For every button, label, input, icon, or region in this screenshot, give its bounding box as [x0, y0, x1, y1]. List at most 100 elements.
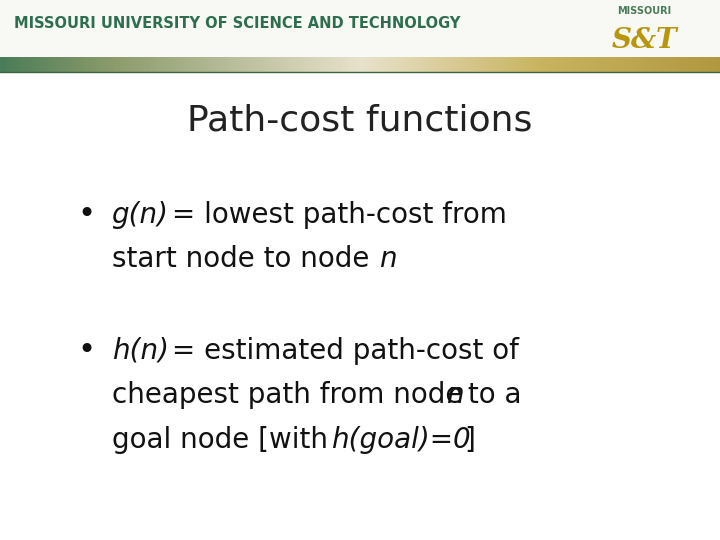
- Bar: [166, 57, 169, 72]
- Bar: [276, 57, 280, 72]
- Bar: [463, 57, 467, 72]
- Bar: [178, 57, 181, 72]
- Bar: [706, 57, 709, 72]
- Bar: [31, 57, 35, 72]
- Bar: [362, 57, 366, 72]
- Bar: [655, 57, 659, 72]
- Bar: [293, 57, 297, 72]
- Bar: [29, 57, 32, 72]
- Bar: [639, 57, 642, 72]
- Text: •: •: [77, 200, 96, 230]
- Bar: [384, 57, 388, 72]
- Bar: [581, 57, 585, 72]
- Bar: [657, 57, 662, 72]
- Bar: [0, 0, 720, 57]
- Bar: [574, 57, 577, 72]
- Bar: [230, 57, 234, 72]
- Bar: [624, 57, 628, 72]
- Bar: [552, 57, 556, 72]
- Bar: [415, 57, 419, 72]
- Bar: [396, 57, 400, 72]
- Bar: [322, 57, 325, 72]
- Bar: [274, 57, 277, 72]
- Bar: [477, 57, 482, 72]
- Bar: [240, 57, 244, 72]
- Bar: [290, 57, 294, 72]
- Bar: [603, 57, 606, 72]
- Bar: [509, 57, 513, 72]
- Bar: [202, 57, 205, 72]
- Text: = estimated path-cost of: = estimated path-cost of: [163, 337, 519, 365]
- Bar: [686, 57, 690, 72]
- Bar: [247, 57, 251, 72]
- Bar: [245, 57, 248, 72]
- Text: •: •: [77, 336, 96, 366]
- Bar: [590, 57, 594, 72]
- Bar: [72, 57, 76, 72]
- Bar: [70, 57, 73, 72]
- Bar: [614, 57, 618, 72]
- Bar: [209, 57, 212, 72]
- Bar: [214, 57, 217, 72]
- Bar: [629, 57, 633, 72]
- Bar: [279, 57, 282, 72]
- Bar: [142, 57, 145, 72]
- Text: Path-cost functions: Path-cost functions: [187, 104, 533, 137]
- Bar: [545, 57, 549, 72]
- Bar: [389, 57, 392, 72]
- Bar: [153, 57, 158, 72]
- Bar: [113, 57, 117, 72]
- Bar: [146, 57, 150, 72]
- Bar: [130, 57, 133, 72]
- Bar: [437, 57, 441, 72]
- Bar: [151, 57, 155, 72]
- Bar: [43, 57, 47, 72]
- Bar: [408, 57, 412, 72]
- Bar: [117, 57, 122, 72]
- Bar: [182, 57, 186, 72]
- Text: S&T: S&T: [611, 28, 678, 55]
- Bar: [197, 57, 201, 72]
- Bar: [41, 57, 45, 72]
- Bar: [475, 57, 479, 72]
- Bar: [528, 57, 532, 72]
- Bar: [672, 57, 676, 72]
- Bar: [192, 57, 196, 72]
- Bar: [540, 57, 544, 72]
- Bar: [610, 57, 613, 72]
- Bar: [36, 57, 40, 72]
- Bar: [312, 57, 316, 72]
- Bar: [391, 57, 395, 72]
- Bar: [557, 57, 561, 72]
- Bar: [281, 57, 284, 72]
- Bar: [211, 57, 215, 72]
- Bar: [600, 57, 604, 72]
- Bar: [86, 57, 90, 72]
- Bar: [703, 57, 707, 72]
- Bar: [427, 57, 431, 72]
- Bar: [317, 57, 320, 72]
- Bar: [17, 57, 21, 72]
- Bar: [307, 57, 311, 72]
- Bar: [605, 57, 608, 72]
- Bar: [403, 57, 407, 72]
- Bar: [223, 57, 227, 72]
- Bar: [341, 57, 345, 72]
- Bar: [199, 57, 203, 72]
- Bar: [175, 57, 179, 72]
- Text: MISSOURI: MISSOURI: [617, 6, 672, 16]
- Bar: [626, 57, 630, 72]
- Bar: [593, 57, 597, 72]
- Bar: [12, 57, 16, 72]
- Bar: [0, 57, 4, 72]
- Bar: [454, 57, 457, 72]
- Bar: [660, 57, 664, 72]
- Bar: [696, 57, 700, 72]
- Bar: [612, 57, 616, 72]
- Bar: [410, 57, 414, 72]
- Bar: [79, 57, 83, 72]
- Bar: [324, 57, 328, 72]
- Bar: [379, 57, 383, 72]
- Bar: [360, 57, 364, 72]
- Bar: [504, 57, 508, 72]
